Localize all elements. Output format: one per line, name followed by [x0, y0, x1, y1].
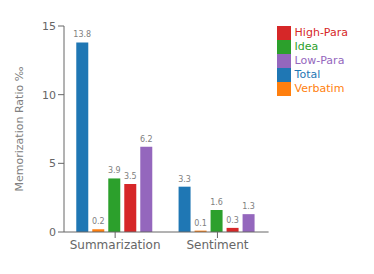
- svg-text:3.9: 3.9: [108, 166, 121, 175]
- svg-text:10: 10: [42, 89, 56, 102]
- svg-text:5: 5: [49, 157, 56, 170]
- html-text:Idea: Idea: [294, 40, 319, 53]
- html-text:High-Para: High-Para: [294, 26, 348, 39]
- svg-text:Sentiment: Sentiment: [186, 238, 248, 252]
- svg-text:1.6: 1.6: [210, 198, 223, 207]
- svg-text:0.2: 0.2: [92, 217, 105, 226]
- svg-text:15: 15: [42, 20, 56, 33]
- svg-text:0.1: 0.1: [194, 219, 207, 228]
- svg-text:6.2: 6.2: [140, 135, 153, 144]
- html-text:Verbatim: Verbatim: [294, 82, 345, 95]
- svg-text:Memorization Ratio ‰: Memorization Ratio ‰: [13, 66, 26, 191]
- svg-text:13.8: 13.8: [73, 30, 91, 39]
- svg-text:3.3: 3.3: [178, 175, 191, 184]
- svg-text:1.3: 1.3: [242, 202, 255, 211]
- svg-text:Summarization: Summarization: [70, 238, 161, 252]
- svg-text:3.5: 3.5: [124, 172, 137, 181]
- svg-text:0: 0: [49, 226, 56, 239]
- html-text:Total: Total: [294, 68, 321, 81]
- html-text:Low-Para: Low-Para: [294, 54, 345, 67]
- svg-text:0.3: 0.3: [226, 216, 239, 225]
